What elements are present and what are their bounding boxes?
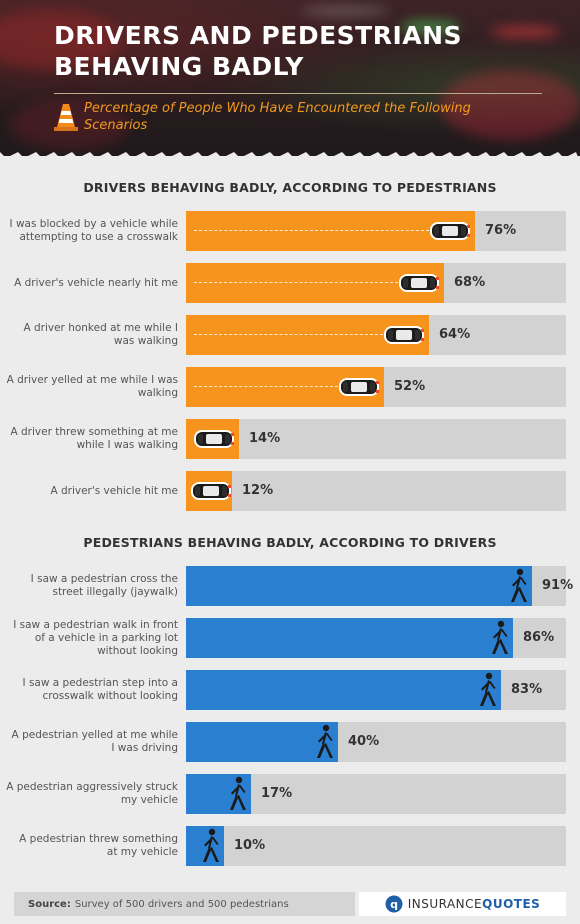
bar-track: 76% <box>186 211 566 251</box>
bar <box>186 566 532 606</box>
logo-text-insurance: INSURANCE <box>407 897 483 911</box>
bar-row: A pedestrian threw something at my vehic… <box>0 826 580 866</box>
car-icon <box>339 378 379 396</box>
bar-track: 52% <box>186 367 566 407</box>
dashed-road-line <box>194 230 429 231</box>
page-title: DRIVERS AND PEDESTRIANS BEHAVING BADLY <box>54 21 463 81</box>
category-label: I was blocked by a vehicle while attempt… <box>9 218 178 243</box>
bar-row: A pedestrian yelled at me while I was dr… <box>0 722 580 762</box>
svg-text:q: q <box>390 898 398 911</box>
data-label: 17% <box>261 786 293 801</box>
walking-pedestrian-icon <box>203 828 219 862</box>
bar <box>186 211 475 251</box>
data-label: 68% <box>454 275 486 290</box>
category-label: A driver honked at me while I was walkin… <box>23 322 178 347</box>
bar-row: I was blocked by a vehicle while attempt… <box>0 211 580 251</box>
bar <box>186 722 338 762</box>
category-label: A pedestrian threw something at my vehic… <box>19 833 178 858</box>
bar-row: I saw a pedestrian walk in front of a ve… <box>0 618 580 658</box>
car-icon <box>399 274 439 292</box>
logo-text-quotes: QUOTES <box>482 897 541 911</box>
bar-track: 64% <box>186 315 566 355</box>
bar-row: A driver's vehicle hit me 12% <box>0 471 580 511</box>
data-label: 14% <box>249 431 281 446</box>
bar-row: A driver yelled at me while I was walkin… <box>0 367 580 407</box>
bar-track: 14% <box>186 419 566 459</box>
category-label: A pedestrian aggressively struck my vehi… <box>6 781 178 806</box>
bar-row: A driver honked at me while I was walkin… <box>0 315 580 355</box>
bar-row: A driver's vehicle nearly hit me 68% <box>0 263 580 303</box>
data-label: 91% <box>542 578 574 593</box>
data-label: 12% <box>242 483 274 498</box>
category-label: A driver's vehicle hit me <box>50 484 178 497</box>
category-label: I saw a pedestrian cross the street ille… <box>30 573 178 598</box>
bar-track: 91% <box>186 566 573 606</box>
category-label: A driver's vehicle nearly hit me <box>14 276 178 289</box>
dashed-road-line <box>194 386 338 387</box>
walking-pedestrian-icon <box>230 776 246 810</box>
data-label: 86% <box>523 630 555 645</box>
bar-row: A driver threw something at me while I w… <box>0 419 580 459</box>
source-label: Source: <box>28 898 71 910</box>
data-label: 83% <box>511 682 543 697</box>
bar <box>186 618 513 658</box>
traffic-cone-icon <box>54 104 78 131</box>
source-text: Survey of 500 drivers and 500 pedestrian… <box>74 898 289 910</box>
walking-pedestrian-icon <box>492 620 508 654</box>
bar-row: A pedestrian aggressively struck my vehi… <box>0 774 580 814</box>
data-label: 10% <box>234 838 266 853</box>
bar-row: I saw a pedestrian cross the street ille… <box>0 566 580 606</box>
bar-track: 12% <box>186 471 566 511</box>
car-icon <box>194 430 234 448</box>
walking-pedestrian-icon <box>317 724 333 758</box>
category-label: A driver yelled at me while I was walkin… <box>6 374 178 399</box>
data-label: 52% <box>394 379 426 394</box>
bar-row: I saw a pedestrian step into a crosswalk… <box>0 670 580 710</box>
bar-track: 68% <box>186 263 566 303</box>
pedestrians-section-title: PEDESTRIANS BEHAVING BADLY, ACCORDING TO… <box>83 535 497 550</box>
walking-pedestrian-icon <box>511 568 527 602</box>
header-banner: DRIVERS AND PEDESTRIANS BEHAVING BADLY P… <box>0 0 580 156</box>
bar <box>186 670 501 710</box>
dashed-road-line <box>194 334 383 335</box>
car-icon <box>384 326 424 344</box>
car-icon <box>191 482 231 500</box>
bar-track: 40% <box>186 722 566 762</box>
bar-track: 10% <box>186 826 566 866</box>
category-label: I saw a pedestrian walk in front of a ve… <box>13 618 178 657</box>
brand-logo: q INSURANCE QUOTES <box>359 892 566 916</box>
bar-track: 86% <box>186 618 566 658</box>
car-icon <box>430 222 470 240</box>
insurancequotes-logo-icon: q <box>385 895 403 913</box>
page-subtitle: Percentage of People Who Have Encountere… <box>84 101 471 133</box>
bar-track: 83% <box>186 670 566 710</box>
walking-pedestrian-icon <box>480 672 496 706</box>
bar-track: 17% <box>186 774 566 814</box>
data-label: 64% <box>439 327 471 342</box>
data-label: 40% <box>348 734 380 749</box>
category-label: I saw a pedestrian step into a crosswalk… <box>22 677 178 702</box>
title-divider <box>54 93 542 94</box>
category-label: A driver threw something at me while I w… <box>10 426 179 451</box>
dashed-road-line <box>194 282 398 283</box>
category-label: A pedestrian yelled at me while I was dr… <box>11 729 178 754</box>
drivers-section-title: DRIVERS BEHAVING BADLY, ACCORDING TO PED… <box>83 180 497 195</box>
torn-edge <box>0 152 578 156</box>
source-note: Source: Survey of 500 drivers and 500 pe… <box>14 892 355 916</box>
data-label: 76% <box>485 223 517 238</box>
